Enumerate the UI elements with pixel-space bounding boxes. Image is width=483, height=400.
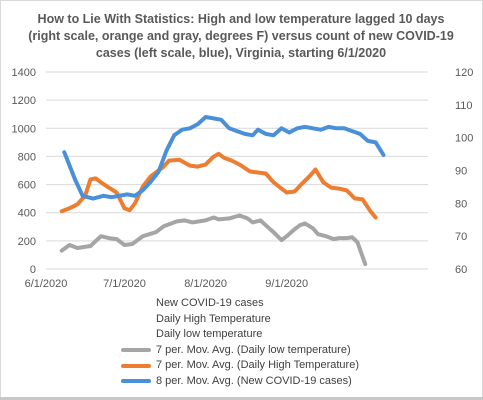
legend-entry-cases-moving-avg: 8 per. Mov. Avg. (New COVID-19 cases)	[121, 374, 421, 390]
x-tick-label: 9/1/2020	[265, 278, 308, 290]
legend-entry-daily-high: Daily High Temperature	[156, 312, 271, 325]
x-tick-label: 7/1/2020	[103, 278, 146, 290]
right-tick-label: 120	[455, 67, 473, 79]
chart-title: How to Lie With Statistics: High and low…	[28, 12, 454, 60]
x-tick-label: 6/1/2020	[25, 278, 68, 290]
bottom-border	[0, 397, 483, 400]
left-tick-label: 1400	[12, 67, 36, 79]
gridlines	[46, 71, 428, 270]
x-tick-label: 8/1/2020	[184, 278, 227, 290]
right-axis-ticks: 60 70 80 90 100 110 120	[455, 67, 473, 276]
series-covid-cases-moving-avg	[62, 115, 386, 201]
right-tick-label: 90	[455, 166, 467, 178]
left-tick-label: 800	[18, 151, 36, 163]
legend-swatch-gray	[121, 348, 151, 353]
legend-swatch-orange	[121, 363, 151, 368]
right-tick-label: 60	[455, 264, 467, 276]
right-tick-label: 110	[455, 100, 473, 112]
right-tick-label: 70	[455, 231, 467, 243]
right-tick-label: 80	[455, 198, 467, 210]
legend-entry-high-moving-avg: 7 per. Mov. Avg. (Daily High Temperature…	[121, 358, 421, 374]
series-high-temp-moving-avg	[59, 151, 378, 220]
legend-entry-new-cases: New COVID-19 cases	[156, 297, 264, 309]
right-tick-label: 100	[455, 133, 473, 145]
left-tick-label: 1200	[12, 95, 36, 107]
left-tick-label: 0	[30, 264, 36, 276]
legend-entry-low-moving-avg: 7 per. Mov. Avg. (Daily low temperature)	[121, 343, 421, 359]
series-layer	[59, 115, 386, 267]
left-tick-label: 600	[18, 180, 36, 192]
legend: New COVID-19 cases Daily High Temperatur…	[121, 296, 421, 389]
left-tick-label: 1000	[12, 123, 36, 135]
legend-entry-daily-low: Daily low temperature	[156, 328, 263, 340]
x-axis-ticks: 6/1/2020 7/1/2020 8/1/2020 9/1/2020	[25, 278, 309, 290]
left-axis-ticks: 0 200 400 600 800 1000 1200 1400	[12, 67, 36, 276]
plot-area: 0 200 400 600 800 1000 1200 1400 60 70 80 90 100 110…	[12, 67, 474, 290]
series-low-temp-moving-avg	[59, 213, 368, 267]
left-tick-label: 200	[18, 236, 36, 248]
left-tick-label: 400	[18, 208, 36, 220]
legend-swatch-blue	[121, 379, 151, 384]
